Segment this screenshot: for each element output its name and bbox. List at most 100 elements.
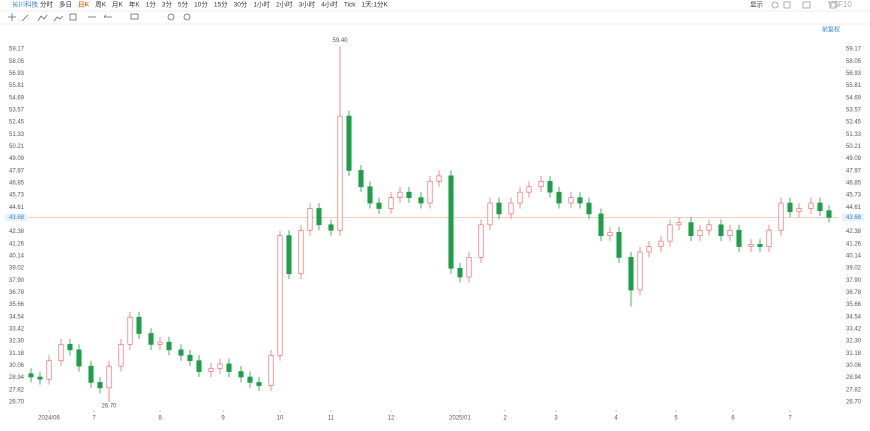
candle-body <box>418 197 424 204</box>
candle-body <box>706 224 712 231</box>
y-tick-label: 31.18 <box>846 351 862 357</box>
candle-body <box>346 115 352 171</box>
period-tab[interactable]: 多日 <box>59 0 72 9</box>
candle-body <box>127 316 133 345</box>
period-tab[interactable]: 1分 <box>146 0 157 9</box>
move-tool[interactable] <box>8 13 16 21</box>
candle-body <box>646 246 652 253</box>
layout-icon[interactable] <box>783 1 791 9</box>
y-tick-label: 44.61 <box>9 205 25 211</box>
candle-body <box>286 235 292 275</box>
candle-body <box>376 202 382 209</box>
toolbar-right-item[interactable]: F10 <box>838 0 852 9</box>
grid-tool[interactable] <box>69 13 77 21</box>
period-tab[interactable]: 30分 <box>234 0 248 9</box>
settings-icon[interactable] <box>771 1 779 9</box>
y-tick-label: 49.09 <box>9 156 25 162</box>
period-tab[interactable]: 日K <box>78 1 90 9</box>
y-tick-label: 27.82 <box>846 387 862 393</box>
y-tick-label: 30.06 <box>846 363 862 369</box>
candle-body <box>388 197 394 209</box>
period-tab[interactable]: 3分 <box>162 0 173 9</box>
period-tab[interactable]: 周K <box>95 1 107 9</box>
y-tick-label: 28.94 <box>846 375 862 381</box>
candle-body <box>277 235 283 356</box>
candle-body <box>568 197 574 204</box>
y-tick-label: 47.97 <box>9 168 25 174</box>
candle-body <box>736 229 742 247</box>
pen-tool[interactable] <box>37 14 48 22</box>
candle-body <box>148 333 154 345</box>
period-tab[interactable]: 15分 <box>214 0 228 9</box>
right-icons <box>771 1 837 9</box>
candle-body <box>508 202 514 215</box>
candle-body <box>37 376 43 380</box>
y-tick-label: 32.30 <box>846 339 862 345</box>
candle-body <box>676 222 682 226</box>
period-tab[interactable]: 1小时 <box>253 0 270 9</box>
fullscreen-icon[interactable] <box>829 1 837 9</box>
y-tick-label: 46.85 <box>846 181 862 187</box>
symbol-name[interactable]: 长川科技 <box>12 0 39 9</box>
candle-body <box>256 382 262 387</box>
period-tab[interactable]: 5分 <box>178 0 189 9</box>
candle-body <box>616 232 622 258</box>
candle-body <box>748 244 754 247</box>
candle-body <box>547 180 553 193</box>
arrow-tool[interactable] <box>103 14 112 18</box>
y-tick-label: 30.06 <box>9 363 25 369</box>
candle-body <box>628 257 634 291</box>
candle-body <box>607 232 613 237</box>
camera-icon[interactable] <box>802 1 811 9</box>
adjustment-label[interactable]: 前复权 <box>822 26 840 34</box>
candle-body <box>787 202 793 213</box>
candle-body <box>526 186 532 193</box>
y-tick-label: 34.54 <box>846 314 862 320</box>
x-tick-label: 4 <box>614 416 618 422</box>
period-tab[interactable]: Tick <box>344 2 356 9</box>
line-tool[interactable] <box>21 14 29 22</box>
min-mark: 26.70 <box>101 404 117 410</box>
candle-body <box>88 365 94 383</box>
hide-tool[interactable] <box>183 13 191 21</box>
toolbar-right-item[interactable]: VS <box>828 0 839 9</box>
candle-body <box>817 202 823 212</box>
y-tick-label: 56.93 <box>846 71 862 77</box>
period-tab[interactable]: 月K <box>112 1 124 9</box>
candle-body <box>46 360 52 380</box>
candle-body <box>658 240 664 247</box>
y-tick-label: 54.69 <box>9 95 25 101</box>
y-tick-label: 58.05 <box>9 59 25 65</box>
period-tab[interactable]: 2小时 <box>276 0 293 9</box>
x-tick-label: 8 <box>158 416 162 422</box>
candle-body <box>517 191 523 204</box>
wave-tool[interactable] <box>53 15 64 22</box>
y-tick-label: 40.14 <box>846 253 862 259</box>
y-tick-label: 33.42 <box>846 327 862 333</box>
period-tab[interactable]: 分时 <box>40 0 54 9</box>
period-tab[interactable]: 年K <box>129 0 141 9</box>
period-tab[interactable]: 1天:1分K <box>362 0 389 9</box>
period-tab[interactable]: 10分 <box>194 0 208 9</box>
erase-tool[interactable] <box>167 13 175 21</box>
y-tick-label: 41.26 <box>9 241 25 247</box>
y-tick-label: 50.21 <box>846 144 862 150</box>
candle-body <box>778 202 784 231</box>
candle-body <box>208 367 214 372</box>
x-tick-label: 2 <box>503 416 507 422</box>
y-tick-label: 27.82 <box>9 387 25 393</box>
candle-body <box>436 175 442 182</box>
period-tab[interactable]: 3小时 <box>299 0 316 9</box>
note-tool[interactable] <box>130 13 139 20</box>
y-tick-label: 28.94 <box>9 375 25 381</box>
candle-body <box>406 191 412 198</box>
candle-body <box>457 267 463 278</box>
last-price-label: 43.68 <box>9 215 25 221</box>
y-tick-label: 59.17 <box>9 47 25 53</box>
last-price-box <box>842 213 864 222</box>
candle-body <box>586 202 592 215</box>
toolbar-right-item[interactable]: 显示 <box>750 1 764 9</box>
x-tick-label: 6 <box>731 416 735 422</box>
period-tab[interactable]: 4小时 <box>321 0 338 9</box>
